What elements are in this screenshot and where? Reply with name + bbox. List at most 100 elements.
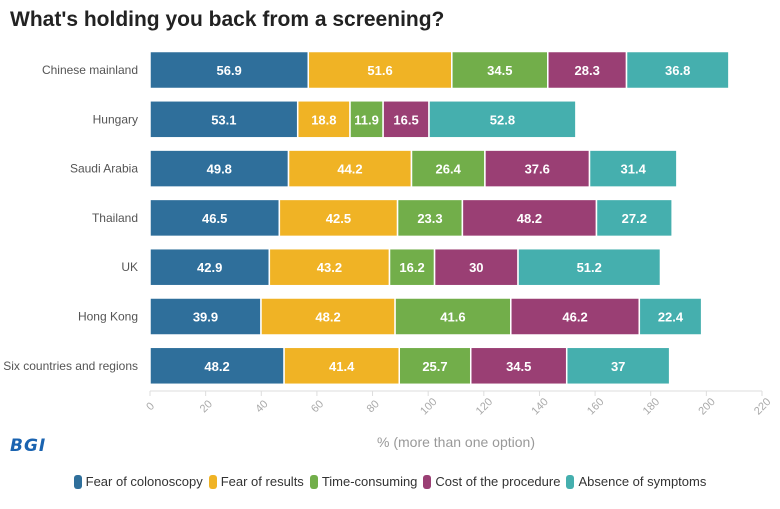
bar-segment <box>510 297 641 336</box>
bar-segment <box>595 198 673 238</box>
category-label: Saudi Arabia <box>70 162 138 176</box>
bar-segment <box>451 50 549 90</box>
data-label: 48.2 <box>315 310 340 325</box>
bar-segment <box>349 100 384 139</box>
data-label: 34.5 <box>487 63 512 78</box>
category-label: UK <box>121 260 138 274</box>
x-tick-label: 40 <box>253 398 270 415</box>
data-label: 46.2 <box>562 310 587 325</box>
legend-swatch <box>208 474 217 489</box>
bar-segment <box>149 346 285 386</box>
x-tick-label: 140 <box>529 396 550 417</box>
data-label: 42.5 <box>326 211 351 226</box>
data-label: 36.8 <box>665 63 690 78</box>
bar-segment <box>149 198 281 238</box>
x-tick-label: 100 <box>418 396 439 417</box>
data-label: 22.4 <box>658 310 684 325</box>
bar-segment <box>398 346 472 386</box>
x-tick-label: 180 <box>641 396 662 417</box>
legend: Fear of colonoscopy Fear of results Time-c… <box>0 474 780 492</box>
data-label: 51.2 <box>577 260 602 275</box>
category-label: Chinese mainland <box>42 63 138 77</box>
category-label: Hong Kong <box>78 310 138 324</box>
bar-segment <box>547 50 628 90</box>
data-label: 23.3 <box>417 211 442 226</box>
bar-segment <box>382 100 430 139</box>
legend-swatch <box>566 474 575 489</box>
x-tick-label: 0 <box>144 400 157 413</box>
legend-swatch <box>309 474 318 489</box>
data-label: 28.3 <box>575 63 600 78</box>
x-tick-label: 120 <box>474 396 495 417</box>
data-label: 25.7 <box>422 359 447 374</box>
bar-segment <box>588 149 678 188</box>
data-label: 51.6 <box>367 63 392 78</box>
legend-swatch <box>73 474 82 489</box>
bar-segment <box>149 149 290 188</box>
data-label: 11.9 <box>354 112 379 127</box>
data-label: 48.2 <box>204 359 229 374</box>
bar-segment <box>428 100 577 139</box>
data-label: 16.2 <box>399 260 424 275</box>
data-label: 26.4 <box>436 162 462 177</box>
bar-segment <box>625 50 730 90</box>
category-label: Thailand <box>92 211 138 225</box>
legend-label: Fear of results <box>220 474 304 489</box>
legend-item[interactable]: Absence of symptoms <box>566 474 706 489</box>
data-label: 44.2 <box>337 162 362 177</box>
data-label: 27.2 <box>622 211 647 226</box>
data-label: 39.9 <box>193 310 218 325</box>
data-label: 43.2 <box>317 260 342 275</box>
x-tick-label: 160 <box>585 396 606 417</box>
bar-segment <box>469 346 568 386</box>
data-label: 34.5 <box>506 359 531 374</box>
data-label: 52.8 <box>490 112 515 127</box>
bar-segment <box>296 100 351 139</box>
x-axis-title: % (more than one option) <box>377 434 535 450</box>
x-tick-label: 220 <box>752 396 773 417</box>
data-label: 41.4 <box>329 359 355 374</box>
data-label: 53.1 <box>211 112 236 127</box>
bar-segment <box>394 297 512 336</box>
data-label: 31.4 <box>621 162 647 177</box>
legend-item[interactable]: Cost of the procedure <box>423 474 560 489</box>
legend-item[interactable]: Time-consuming <box>309 474 418 489</box>
bar-segment <box>433 247 519 287</box>
bar-segment <box>307 50 453 90</box>
chart-title: What's holding you back from a screening… <box>10 8 445 31</box>
data-label: 18.8 <box>311 112 336 127</box>
data-label: 37 <box>611 359 625 374</box>
bar-segment <box>268 247 391 287</box>
legend-item[interactable]: Fear of results <box>208 474 304 489</box>
data-label: 16.5 <box>393 112 418 127</box>
data-label: 56.9 <box>216 63 241 78</box>
category-label: Six countries and regions <box>3 359 138 373</box>
legend-item[interactable]: Fear of colonoscopy <box>73 474 203 489</box>
data-label: 41.6 <box>440 310 465 325</box>
bar-segment <box>517 247 662 287</box>
x-tick-label: 80 <box>365 398 382 415</box>
data-label: 46.5 <box>202 211 227 226</box>
bar-segment <box>638 297 703 336</box>
data-label: 42.9 <box>197 260 222 275</box>
category-label: Hungary <box>93 112 138 126</box>
bar-segment <box>149 100 299 139</box>
bar-segment <box>149 247 271 287</box>
legend-label: Absence of symptoms <box>578 474 707 489</box>
data-label: 30 <box>469 260 483 275</box>
data-label: 37.6 <box>525 162 550 177</box>
bar-segment <box>149 297 262 336</box>
data-label: 48.2 <box>517 211 542 226</box>
bgi-logo: BGI <box>10 436 47 456</box>
legend-label: Cost of the procedure <box>435 474 561 489</box>
bar-segment <box>565 346 671 386</box>
data-label: 49.8 <box>207 162 232 177</box>
legend-label: Time-consuming <box>321 474 418 489</box>
x-tick-label: 60 <box>309 398 326 415</box>
bar-segment <box>287 149 413 188</box>
legend-label: Fear of colonoscopy <box>85 474 203 489</box>
x-tick-label: 200 <box>696 396 717 417</box>
x-tick-label: 20 <box>198 398 215 415</box>
